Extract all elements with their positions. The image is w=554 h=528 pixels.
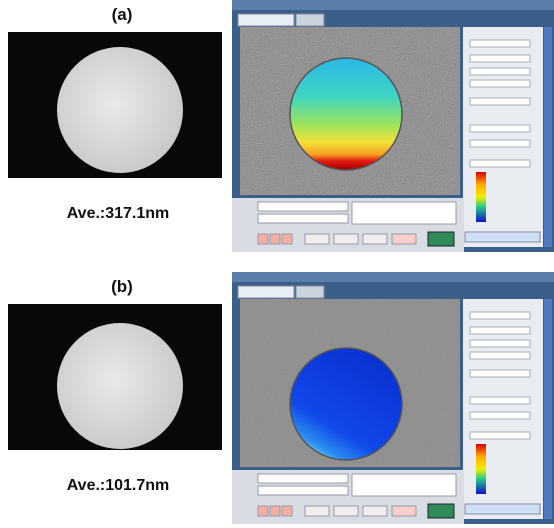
height-map	[290, 58, 402, 170]
color-scale	[476, 172, 486, 222]
tab	[238, 14, 294, 26]
button	[258, 234, 268, 244]
caption: Ave.:317.1nm	[67, 205, 170, 222]
control	[470, 312, 530, 319]
control	[470, 412, 530, 419]
figure: (a) Ave.:317.1nm (b) Ave.:101.7nm	[0, 0, 554, 528]
field	[258, 486, 348, 495]
button	[305, 506, 329, 516]
title-bar	[232, 272, 554, 282]
tab	[296, 286, 324, 298]
control	[470, 55, 530, 62]
control	[470, 98, 530, 105]
field	[352, 474, 456, 496]
field	[258, 202, 348, 211]
color-scale	[476, 444, 486, 494]
control	[470, 125, 530, 132]
button	[363, 234, 387, 244]
button	[392, 506, 416, 516]
side-scroll	[544, 27, 552, 247]
panel: (b) Ave.:101.7nm	[8, 272, 554, 524]
tab	[238, 286, 294, 298]
title-bar	[232, 0, 554, 10]
button	[334, 234, 358, 244]
particle	[57, 323, 183, 449]
button	[270, 234, 280, 244]
caption: Ave.:101.7nm	[67, 477, 170, 494]
control	[470, 340, 530, 347]
button	[282, 234, 292, 244]
button	[282, 506, 292, 516]
control	[470, 370, 530, 377]
panel-label: (a)	[112, 5, 133, 24]
control	[470, 327, 530, 334]
control	[470, 432, 530, 439]
button	[270, 506, 280, 516]
button	[305, 234, 329, 244]
side-scroll	[544, 299, 552, 519]
button	[334, 506, 358, 516]
button	[392, 234, 416, 244]
button	[363, 506, 387, 516]
control	[470, 68, 530, 75]
icon	[428, 504, 454, 518]
panel-label: (b)	[111, 277, 133, 296]
icon	[428, 232, 454, 246]
control	[470, 397, 530, 404]
button	[465, 504, 540, 514]
page: {"figure": {"panels": [ {"label": "(a)",…	[0, 0, 554, 528]
control	[470, 80, 530, 87]
control	[470, 160, 530, 167]
control	[470, 352, 530, 359]
height-map	[290, 348, 402, 460]
panel: (a) Ave.:317.1nm	[8, 0, 554, 252]
field	[258, 214, 348, 223]
field	[258, 474, 348, 483]
field	[352, 202, 456, 224]
tab	[296, 14, 324, 26]
control	[470, 40, 530, 47]
particle	[57, 47, 183, 173]
control	[470, 140, 530, 147]
button	[258, 506, 268, 516]
button	[465, 232, 540, 242]
